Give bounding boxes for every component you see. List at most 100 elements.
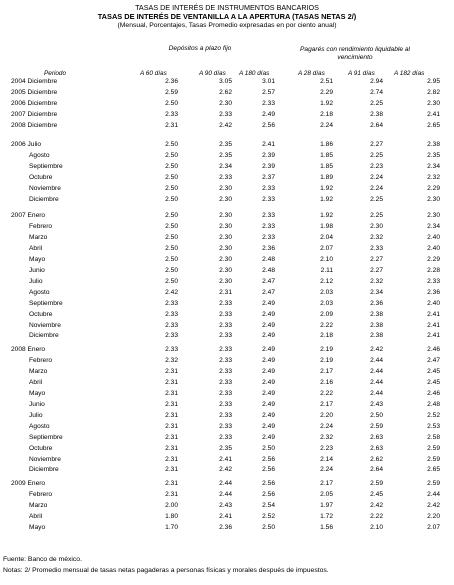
table-cell: 2.58	[427, 433, 440, 441]
table-cell: 2.44	[427, 490, 440, 498]
table-cell: 1.92	[320, 212, 333, 219]
table-cell: 2.25	[370, 99, 383, 107]
table-cell: 1.92	[320, 99, 333, 107]
table-cell: 2.49	[262, 433, 275, 441]
table-cell: 2.34	[427, 162, 440, 170]
table-cell: 2.33	[262, 184, 275, 192]
table-cell: 2.25	[370, 151, 383, 159]
table-cell: 2.33	[219, 389, 232, 397]
column-header: A 91 días	[348, 70, 375, 77]
table-cell: 2.19	[320, 356, 333, 364]
table-cell: 2.30	[219, 99, 232, 107]
table-cell: 2.39	[262, 151, 275, 159]
table-cell: 3.05	[219, 78, 232, 85]
table-cell: 2.95	[427, 78, 440, 85]
table-cell: 2.33	[219, 400, 232, 408]
column-header: A 180 días	[239, 70, 270, 77]
table-cell: 1.97	[320, 501, 333, 509]
table-cell: 2.33	[165, 332, 178, 340]
table-cell: 2.36	[219, 523, 232, 531]
column-header: A 28 días	[298, 70, 325, 77]
row-label: Noviembre	[29, 455, 61, 463]
table-cell: 2.04	[320, 233, 333, 241]
table-cell: 2.27	[370, 255, 383, 263]
table-cell: 2.34	[370, 288, 383, 296]
table-cell: 2.27	[370, 266, 383, 274]
table-cell: 2.20	[320, 411, 333, 419]
table-cell: 2.28	[427, 266, 440, 274]
table-cell: 2.33	[219, 110, 232, 118]
table-cell: 1.72	[320, 512, 333, 520]
footer-fuente: Fuente: Banco de méxico.	[3, 556, 82, 563]
table-cell: 2.33	[219, 321, 232, 329]
table-cell: 1.70	[165, 523, 178, 531]
table-cell: 2.36	[370, 299, 383, 307]
table-cell: 2.42	[370, 501, 383, 509]
table-cell: 2.17	[320, 367, 333, 375]
table-cell: 2.30	[427, 99, 440, 107]
table-cell: 2.29	[427, 255, 440, 263]
table-cell: 2.41	[427, 332, 440, 340]
table-cell: 2.31	[165, 367, 178, 375]
row-label: Diciembre	[29, 466, 59, 474]
table-cell: 2.35	[427, 151, 440, 159]
table-cell: 2.32	[370, 277, 383, 285]
table-cell: 2.59	[370, 422, 383, 430]
table-cell: 2.43	[219, 501, 232, 509]
column-header: A 90 días	[199, 70, 226, 77]
table-cell: 2.31	[165, 378, 178, 386]
table-cell: 2.44	[370, 356, 383, 364]
table-cell: 2.51	[320, 78, 333, 85]
row-label: Junio	[29, 266, 45, 274]
table-cell: 1.80	[165, 512, 178, 520]
table-cell: 2.52	[262, 512, 275, 520]
table-cell: 2.59	[427, 480, 440, 487]
table-cell: 2.30	[219, 277, 232, 285]
table-cell: 2.32	[320, 433, 333, 441]
table-cell: 2.23	[370, 162, 383, 170]
table-cell: 2.44	[370, 367, 383, 375]
table-cell: 2.33	[262, 233, 275, 241]
table-cell: 2.25	[370, 195, 383, 203]
table-cell: 2.33	[165, 321, 178, 329]
row-label: Mayo	[29, 389, 46, 397]
table-cell: 2.30	[219, 184, 232, 192]
table-cell: 2.12	[320, 277, 333, 285]
table-cell: 2.50	[165, 195, 178, 203]
table-cell: 2.35	[219, 141, 232, 148]
table-cell: 2.49	[262, 310, 275, 318]
table-cell: 1.89	[320, 173, 333, 181]
table-cell: 2.41	[219, 455, 232, 463]
table-cell: 2.33	[219, 367, 232, 375]
table-cell: 2.33	[219, 299, 232, 307]
table-cell: 2.49	[262, 389, 275, 397]
table-cell: 2.50	[165, 233, 178, 241]
table-cell: 2.31	[165, 400, 178, 408]
row-label: Marzo	[29, 367, 48, 375]
table-cell: 2.30	[219, 233, 232, 241]
table-cell: 2.44	[219, 490, 232, 498]
table-cell: 2.33	[219, 411, 232, 419]
table-cell: 2.49	[262, 411, 275, 419]
column-header: A 60 días	[140, 70, 167, 77]
row-label: Abril	[29, 512, 43, 520]
title-line-3: (Mensual, Porcentajes, Tasas Promedio ex…	[117, 22, 337, 29]
table-cell: 2.50	[262, 523, 275, 531]
table-cell: 2.50	[165, 266, 178, 274]
table-cell: 2.59	[165, 88, 178, 96]
table-cell: 2.40	[427, 233, 440, 241]
table-cell: 2.74	[370, 88, 383, 96]
table-cell: 2.33	[219, 356, 232, 364]
row-label: 2006 Julio	[11, 141, 42, 148]
table-cell: 1.92	[320, 195, 333, 203]
table-cell: 2.42	[370, 346, 383, 353]
table-cell: 1.56	[320, 523, 333, 531]
table-cell: 2.49	[262, 356, 275, 364]
table-cell: 2.30	[427, 195, 440, 203]
table-cell: 2.65	[427, 121, 440, 129]
table-cell: 2.31	[165, 444, 178, 452]
table-cell: 2.33	[165, 299, 178, 307]
table-cell: 2.57	[262, 88, 275, 96]
row-label: 2007 Diciembre	[11, 110, 58, 118]
table-cell: 2.46	[427, 346, 440, 353]
